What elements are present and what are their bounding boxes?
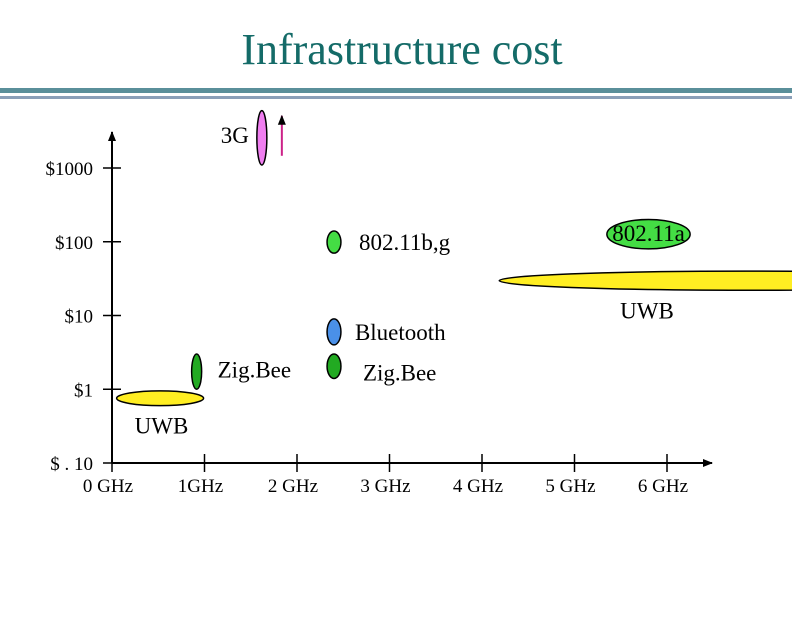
x-tick-label: 6 GHz [638, 476, 688, 497]
tech-mark-uwb-high [498, 270, 792, 291]
x-tick-label: 5 GHz [545, 476, 595, 497]
tech-mark-zigbee-900 [190, 353, 203, 391]
x-tick-label: 1GHz [178, 476, 223, 497]
x-tick-label: 3 GHz [360, 476, 410, 497]
y-tick-label: $100 [55, 233, 93, 254]
tech-mark-wifi-bg [326, 230, 342, 254]
tech-label-zigbee-24: Zig.Bee [363, 360, 436, 385]
tech-label-uwb-high: UWB [620, 299, 674, 324]
technology-marks: 3G 802.11b,g 802.11a UWB Bluetooth Zig.Bee Zig… [115, 109, 792, 438]
slide-title: Infrastructure cost [241, 25, 562, 74]
title-rule-top [0, 88, 792, 93]
tech-label-wifi-bg: 802.11b,g [359, 230, 451, 255]
tech-label-3g: 3G [221, 123, 249, 148]
x-tick-label: 0 GHz [83, 476, 133, 497]
axes: $ . 10 $1 $10 $100 $1000 0 GHz 1GHz 2 GHz 3 GHz 4… [46, 131, 713, 497]
tech-label-bluetooth: Bluetooth [355, 320, 446, 345]
y-tick-label: $10 [65, 307, 94, 328]
tech-mark-bluetooth [326, 318, 342, 346]
tech-mark-zigbee-24 [326, 353, 342, 380]
y-tick-label: $1 [74, 380, 93, 401]
tech-mark-3g [256, 109, 268, 166]
x-tick-label: 4 GHz [453, 476, 503, 497]
y-tick-label: $ . 10 [50, 454, 93, 475]
x-tick-label: 2 GHz [268, 476, 318, 497]
tech-label-zigbee-900: Zig.Bee [218, 358, 291, 383]
tech-label-wifi-a: 802.11a [612, 221, 685, 246]
title-rule-bottom [0, 96, 792, 99]
tech-mark-wifi-a [606, 218, 691, 250]
y-tick-label: $1000 [46, 159, 94, 180]
tech-label-uwb-low: UWB [135, 413, 189, 438]
tech-mark-uwb-low [115, 390, 205, 407]
